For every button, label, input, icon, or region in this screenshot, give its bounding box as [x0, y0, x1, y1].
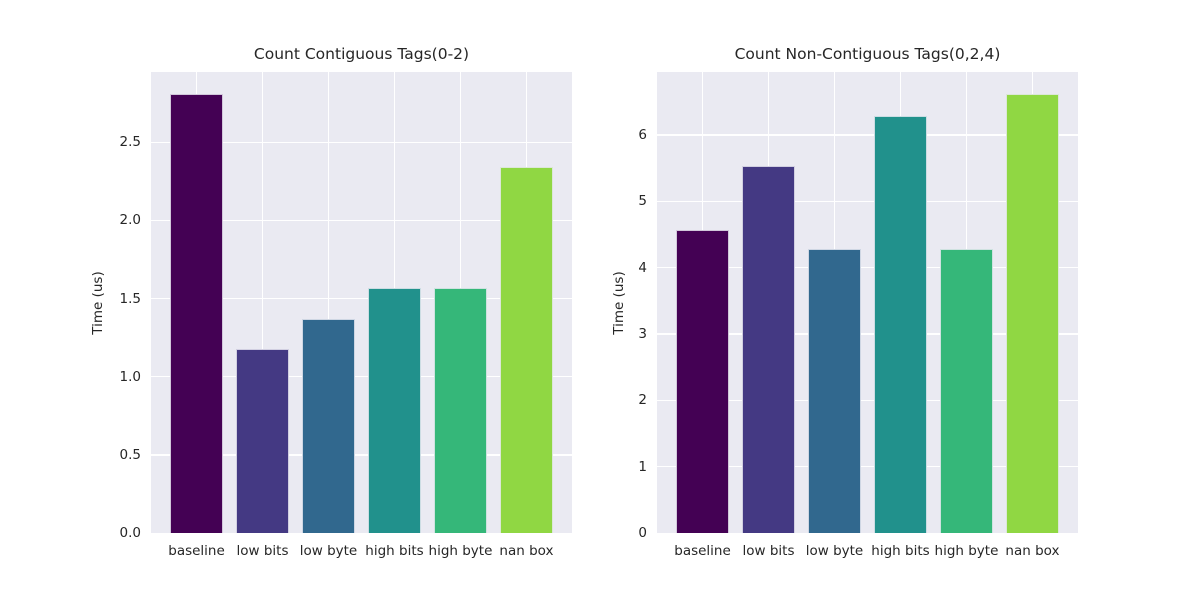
gridline-horizontal	[657, 399, 1078, 402]
bar-high-bits	[874, 116, 927, 533]
gridline-horizontal	[657, 333, 1078, 335]
chart-title: Count Contiguous Tags(0-2)	[253, 45, 470, 63]
y-tick-label: 0.5	[119, 446, 141, 463]
gridline-horizontal	[151, 219, 572, 222]
y-tick-label: 1	[638, 458, 647, 475]
y-tick-label: 3	[638, 326, 647, 342]
bar-low-bits	[742, 165, 795, 533]
bar-baseline	[676, 229, 729, 533]
x-tick-label-nan-box: nan box	[499, 543, 554, 559]
bar-low-byte	[302, 318, 355, 533]
bar-baseline	[170, 93, 223, 533]
plot-area	[657, 72, 1078, 533]
y-tick-label: 1.5	[119, 290, 141, 307]
bar-nan-box	[1006, 93, 1059, 533]
bar-high-byte	[434, 287, 487, 533]
x-tick-label-low-bits: low bits	[742, 543, 795, 559]
x-tick-label-baseline: baseline	[674, 543, 731, 559]
y-tick-label: 2.0	[119, 212, 141, 229]
gridline-horizontal	[657, 200, 1078, 203]
x-tick-label-baseline: baseline	[168, 543, 225, 559]
y-tick-label: 4	[638, 259, 647, 276]
x-tick-label-low-byte: low byte	[805, 543, 864, 559]
y-tick-label: 5	[638, 193, 647, 210]
bar-nan-box	[500, 167, 553, 533]
gridline-horizontal	[657, 134, 1078, 136]
x-tick-label-nan-box: nan box	[1005, 543, 1060, 559]
bar-low-bits	[236, 348, 289, 533]
bar-high-byte	[940, 249, 993, 533]
y-tick-label: 2.5	[119, 134, 141, 151]
gridline-horizontal	[151, 454, 572, 456]
gridline-horizontal	[151, 141, 572, 144]
gridline-horizontal	[151, 375, 572, 378]
gridline-horizontal	[151, 297, 572, 300]
x-tick-label-low-bits: low bits	[236, 543, 289, 559]
y-tick-label: 1.0	[119, 368, 141, 385]
y-tick-label: 0	[638, 525, 647, 541]
chart-title: Count Non-Contiguous Tags(0,2,4)	[734, 45, 1001, 63]
y-tick-label: 0.0	[119, 525, 141, 541]
gridline-horizontal	[657, 266, 1078, 269]
gridline-vertical	[327, 72, 330, 533]
x-tick-label-high-bits: high bits	[871, 543, 930, 559]
gridline-horizontal	[657, 465, 1078, 468]
plot-area	[151, 72, 572, 533]
x-tick-label-low-byte: low byte	[299, 543, 358, 559]
x-tick-label-high-byte: high byte	[428, 543, 493, 559]
y-tick-label: 6	[638, 127, 647, 143]
bar-low-byte	[808, 249, 861, 533]
x-tick-label-high-byte: high byte	[934, 543, 999, 559]
bar-high-bits	[368, 287, 421, 533]
gridline-vertical	[261, 72, 264, 533]
x-tick-label-high-bits: high bits	[365, 543, 424, 559]
y-tick-label: 2	[638, 392, 647, 409]
